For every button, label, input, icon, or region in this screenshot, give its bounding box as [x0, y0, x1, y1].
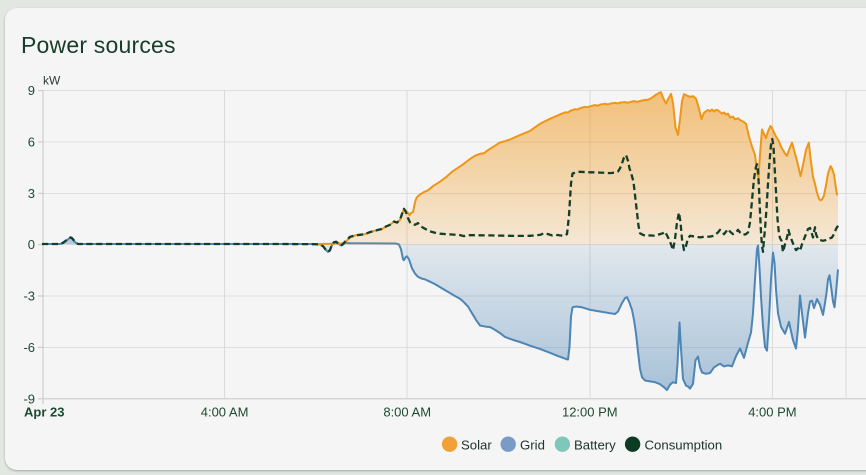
svg-text:-6: -6 [23, 340, 35, 355]
svg-text:-3: -3 [23, 289, 35, 304]
svg-text:3: 3 [28, 186, 35, 201]
svg-text:Apr 23: Apr 23 [24, 405, 64, 420]
svg-text:6: 6 [28, 135, 35, 150]
svg-text:4:00 AM: 4:00 AM [201, 405, 249, 420]
svg-text:9: 9 [28, 83, 35, 98]
svg-text:Grid: Grid [520, 438, 545, 453]
svg-text:4:00 PM: 4:00 PM [748, 405, 796, 420]
svg-text:12:00 PM: 12:00 PM [562, 405, 618, 420]
svg-text:kW: kW [43, 74, 61, 88]
svg-text:8:00 AM: 8:00 AM [383, 405, 431, 420]
svg-text:0: 0 [28, 237, 35, 252]
svg-text:Consumption: Consumption [645, 438, 723, 453]
svg-text:Battery: Battery [574, 438, 616, 453]
svg-text:-9: -9 [23, 391, 35, 406]
svg-text:Solar: Solar [461, 438, 492, 453]
